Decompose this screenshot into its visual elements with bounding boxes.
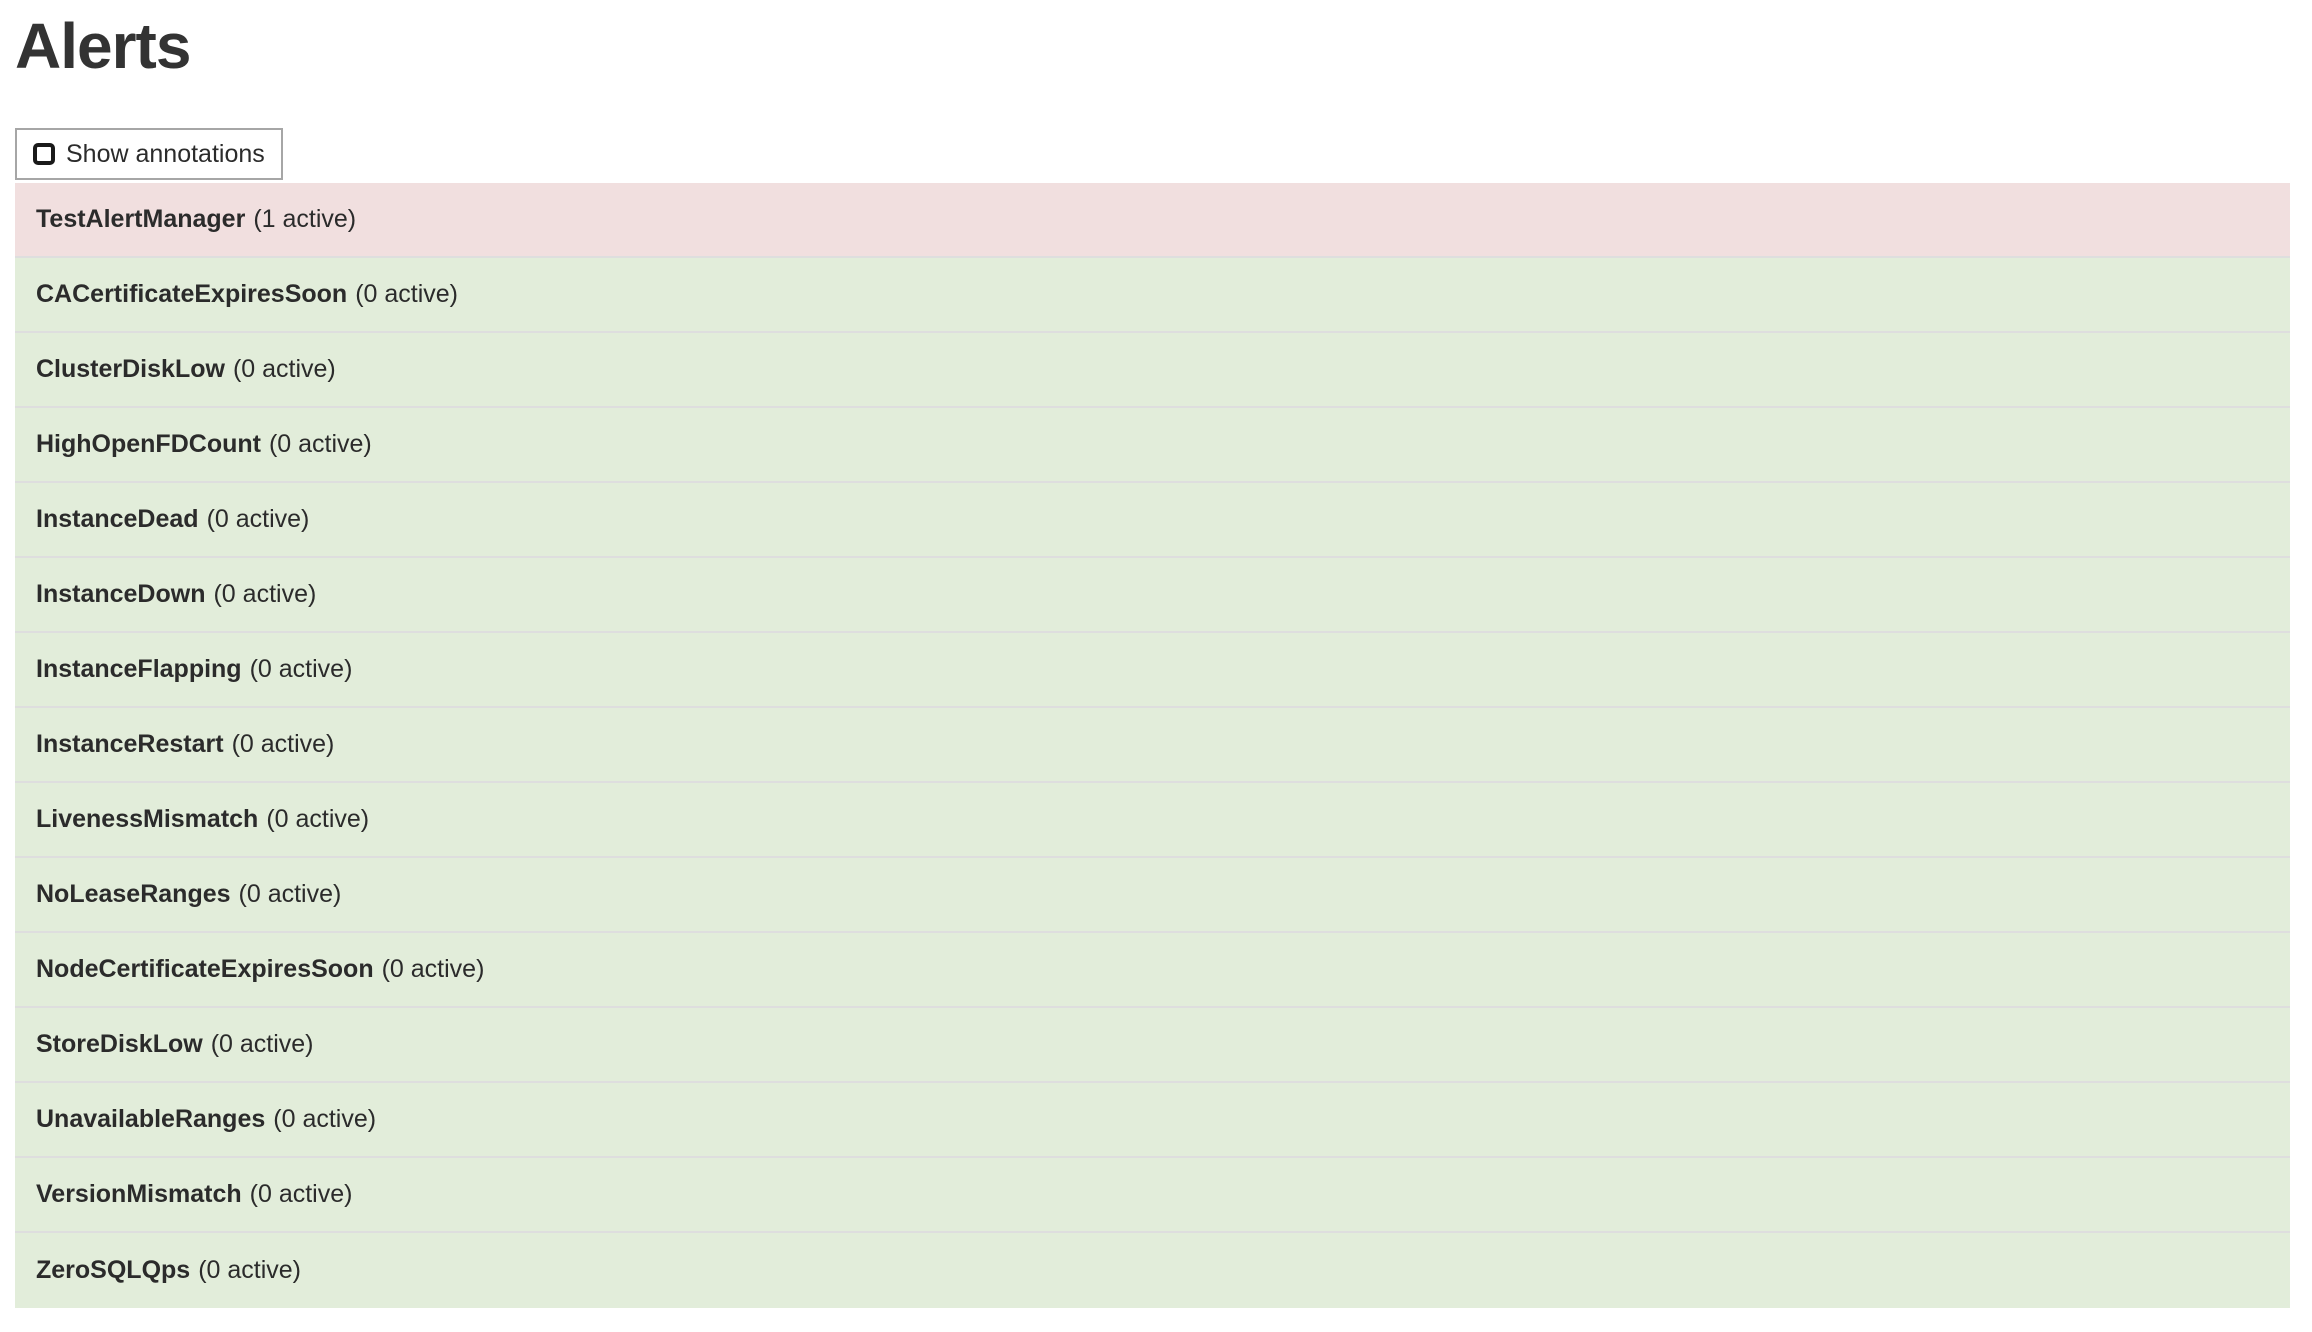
alert-name: UnavailableRanges	[36, 1105, 266, 1133]
alert-row[interactable]: ZeroSQLQps (0 active)	[15, 1233, 2290, 1308]
alert-name: InstanceDead	[36, 505, 199, 533]
alert-row[interactable]: StoreDiskLow (0 active)	[15, 1008, 2290, 1083]
alert-row[interactable]: UnavailableRanges (0 active)	[15, 1083, 2290, 1158]
alert-row[interactable]: InstanceRestart (0 active)	[15, 708, 2290, 783]
show-annotations-toggle[interactable]: Show annotations	[15, 128, 283, 180]
alert-active-count: (0 active)	[198, 1256, 301, 1284]
alert-row[interactable]: InstanceDown (0 active)	[15, 558, 2290, 633]
alert-name: InstanceFlapping	[36, 655, 242, 683]
alert-active-count: (0 active)	[355, 280, 459, 308]
alert-active-count: (0 active)	[249, 655, 353, 683]
alert-row[interactable]: NoLeaseRanges (0 active)	[15, 858, 2290, 933]
alert-list: TestAlertManager (1 active) CACertificateE…	[15, 183, 2290, 1308]
show-annotations-label: Show annotations	[66, 139, 265, 168]
alert-name: VersionMismatch	[36, 1180, 242, 1208]
alert-active-count: (0 active)	[238, 880, 342, 908]
alert-name: NoLeaseRanges	[36, 880, 231, 908]
alert-row[interactable]: TestAlertManager (1 active)	[15, 183, 2290, 258]
alert-active-count: (0 active)	[249, 1180, 353, 1208]
alert-row[interactable]: VersionMismatch (0 active)	[15, 1158, 2290, 1233]
alert-active-count: (0 active)	[206, 505, 310, 533]
alert-name: InstanceRestart	[36, 730, 224, 758]
alert-active-count: (1 active)	[253, 205, 357, 233]
alert-row[interactable]: InstanceDead (0 active)	[15, 483, 2290, 558]
alert-name: InstanceDown	[36, 580, 206, 608]
page-title: Alerts	[15, 10, 191, 82]
alert-active-count: (0 active)	[268, 430, 372, 458]
alert-row[interactable]: CACertificateExpiresSoon (0 active)	[15, 258, 2290, 333]
alert-name: NodeCertificateExpiresSoon	[36, 955, 374, 983]
alert-active-count: (0 active)	[381, 955, 485, 983]
alert-active-count: (0 active)	[273, 1105, 377, 1133]
alert-row[interactable]: HighOpenFDCount (0 active)	[15, 408, 2290, 483]
alert-active-count: (0 active)	[231, 730, 335, 758]
alert-row[interactable]: InstanceFlapping (0 active)	[15, 633, 2290, 708]
alert-name: ZeroSQLQps	[36, 1256, 191, 1284]
alert-row[interactable]: LivenessMismatch (0 active)	[15, 783, 2290, 858]
alert-active-count: (0 active)	[213, 580, 317, 608]
alert-name: HighOpenFDCount	[36, 430, 261, 458]
alert-row[interactable]: ClusterDiskLow (0 active)	[15, 333, 2290, 408]
alert-name: CACertificateExpiresSoon	[36, 280, 348, 308]
alert-row[interactable]: NodeCertificateExpiresSoon (0 active)	[15, 933, 2290, 1008]
alert-active-count: (0 active)	[210, 1030, 314, 1058]
alert-name: ClusterDiskLow	[36, 355, 225, 383]
checkbox-unchecked-icon	[33, 143, 55, 165]
alert-active-count: (0 active)	[266, 805, 370, 833]
alert-name: TestAlertManager	[36, 205, 246, 233]
alert-name: LivenessMismatch	[36, 805, 259, 833]
alert-name: StoreDiskLow	[36, 1030, 203, 1058]
alert-active-count: (0 active)	[232, 355, 336, 383]
